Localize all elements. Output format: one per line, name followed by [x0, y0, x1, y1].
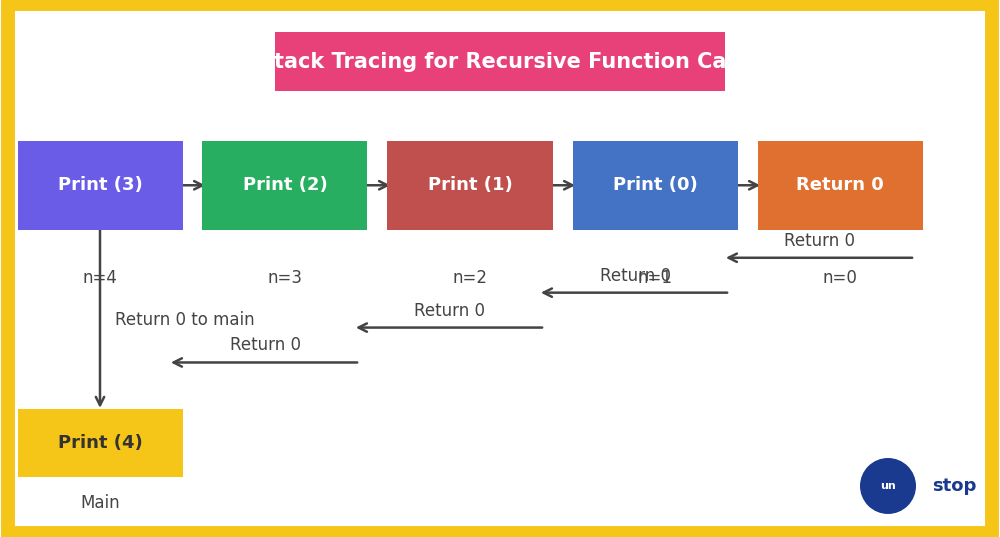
FancyBboxPatch shape — [275, 32, 725, 91]
Text: stop: stop — [932, 477, 976, 495]
FancyBboxPatch shape — [18, 409, 183, 477]
Text: Return 0 to main: Return 0 to main — [115, 310, 255, 329]
Ellipse shape — [860, 458, 916, 514]
Text: n=3: n=3 — [268, 269, 302, 287]
Text: Return 0: Return 0 — [600, 266, 670, 285]
FancyBboxPatch shape — [387, 141, 552, 230]
FancyBboxPatch shape — [18, 141, 183, 230]
Text: n=4: n=4 — [83, 269, 117, 287]
Text: Return 0: Return 0 — [415, 301, 486, 320]
Text: Return 0: Return 0 — [230, 336, 300, 354]
Text: un: un — [880, 481, 896, 491]
Text: Print (3): Print (3) — [58, 176, 142, 194]
Text: Main: Main — [80, 495, 120, 512]
Text: Return 0: Return 0 — [796, 176, 884, 194]
Text: Print (2): Print (2) — [243, 176, 327, 194]
Text: n=0: n=0 — [823, 269, 857, 287]
Text: Print (0): Print (0) — [613, 176, 697, 194]
Text: n=1: n=1 — [638, 269, 672, 287]
Text: Print (4): Print (4) — [58, 434, 142, 452]
FancyBboxPatch shape — [202, 141, 367, 230]
Text: Return 0: Return 0 — [784, 231, 856, 250]
Text: Print (1): Print (1) — [428, 176, 512, 194]
FancyBboxPatch shape — [758, 141, 922, 230]
FancyBboxPatch shape — [572, 141, 738, 230]
Text: n=2: n=2 — [452, 269, 488, 287]
Text: Stack Tracing for Recursive Function Call: Stack Tracing for Recursive Function Cal… — [259, 52, 741, 72]
